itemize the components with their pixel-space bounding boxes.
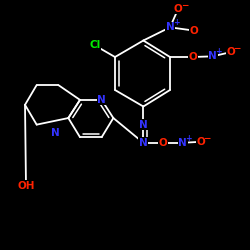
Text: −: − xyxy=(233,44,241,53)
Text: −: − xyxy=(181,0,188,10)
Text: −: − xyxy=(203,134,210,143)
Text: N: N xyxy=(208,51,217,61)
Text: O: O xyxy=(174,4,183,14)
Text: O: O xyxy=(188,52,197,62)
Text: N: N xyxy=(139,138,148,148)
Text: N: N xyxy=(166,22,174,32)
Text: Cl: Cl xyxy=(90,40,101,50)
Text: N: N xyxy=(139,120,148,130)
Text: N: N xyxy=(178,138,187,148)
Text: +: + xyxy=(215,48,222,56)
Text: O: O xyxy=(159,138,168,148)
Text: O: O xyxy=(226,47,235,57)
Text: +: + xyxy=(173,18,179,27)
Text: +: + xyxy=(185,134,192,143)
Text: N: N xyxy=(97,95,106,105)
Text: N: N xyxy=(50,128,59,138)
Text: OH: OH xyxy=(17,181,35,191)
Text: O: O xyxy=(190,26,198,36)
Text: O: O xyxy=(196,137,205,147)
